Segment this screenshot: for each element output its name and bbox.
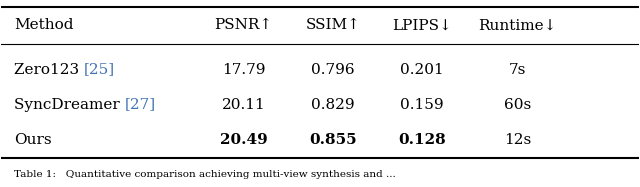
Text: Runtime↓: Runtime↓ [478,18,557,32]
Text: SyncDreamer: SyncDreamer [14,98,125,112]
Text: 0.201: 0.201 [400,62,444,76]
Text: 0.159: 0.159 [400,98,444,112]
Text: 20.49: 20.49 [220,133,268,147]
Text: 0.796: 0.796 [311,62,355,76]
Text: 12s: 12s [504,133,531,147]
Text: PSNR↑: PSNR↑ [214,18,273,32]
Text: [25]: [25] [84,62,115,76]
Text: 60s: 60s [504,98,531,112]
Text: Table 1:   Quantitative comparison achieving multi-view synthesis and ...: Table 1: Quantitative comparison achievi… [14,170,396,179]
Text: 20.11: 20.11 [221,98,266,112]
Text: 0.128: 0.128 [398,133,446,147]
Text: SSIM↑: SSIM↑ [305,18,360,32]
Text: 0.855: 0.855 [309,133,356,147]
Text: Method: Method [14,18,74,32]
Text: LPIPS↓: LPIPS↓ [392,18,452,32]
Text: Zero123: Zero123 [14,62,84,76]
Text: [27]: [27] [124,98,156,112]
Text: 17.79: 17.79 [222,62,266,76]
Text: 0.829: 0.829 [311,98,355,112]
Text: 7s: 7s [509,62,526,76]
Text: Ours: Ours [14,133,52,147]
